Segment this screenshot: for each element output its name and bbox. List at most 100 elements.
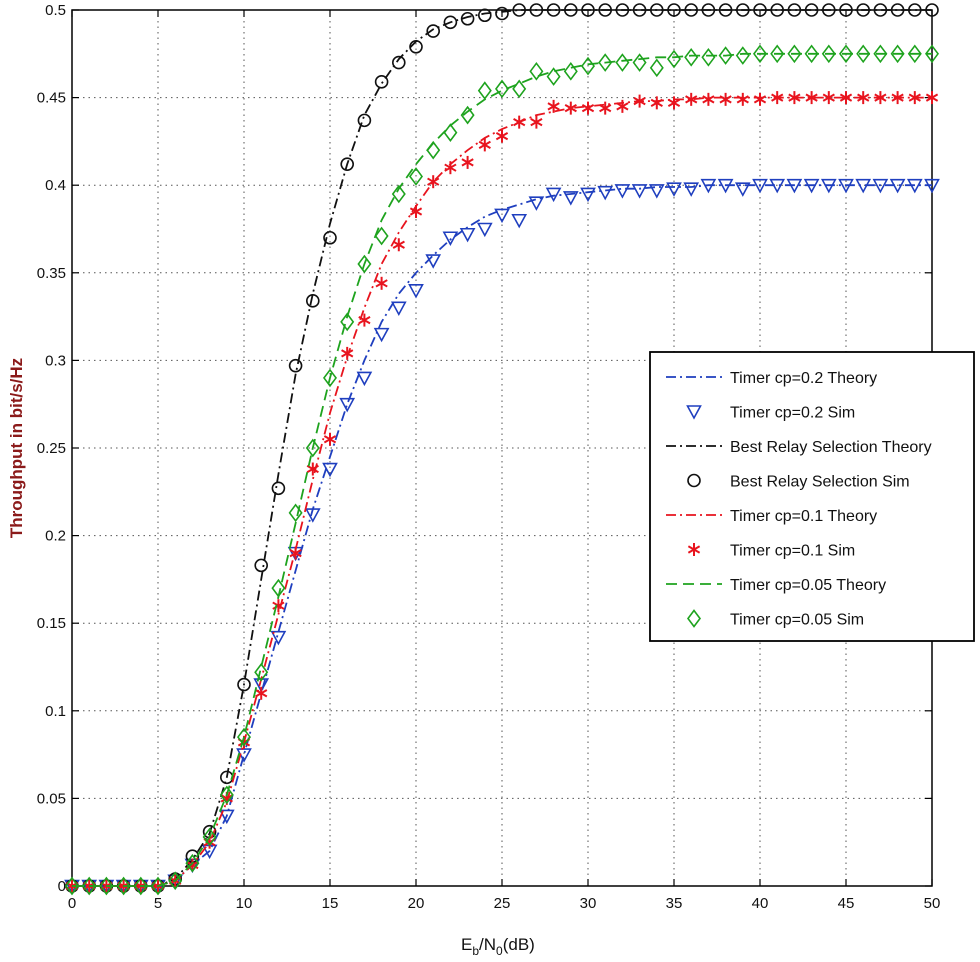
- legend-label: Best Relay Selection Theory: [730, 439, 932, 456]
- data-point: [460, 11, 475, 26]
- data-point: [701, 47, 716, 67]
- data-point: [616, 99, 629, 113]
- data-point: [803, 178, 820, 194]
- data-point: [392, 238, 405, 252]
- x-tick-label: 0: [68, 895, 76, 912]
- data-point: [271, 578, 286, 598]
- data-point: [339, 397, 356, 413]
- data-point: [873, 3, 888, 17]
- series-6: [72, 52, 932, 887]
- data-point: [632, 53, 647, 72]
- data-point: [288, 503, 303, 523]
- data-point: [838, 178, 854, 194]
- data-point: [219, 785, 234, 805]
- data-point: [65, 876, 79, 896]
- data-point: [442, 231, 459, 246]
- x-tick-label: 45: [838, 895, 855, 912]
- data-point: [839, 91, 853, 105]
- data-point: [632, 3, 647, 17]
- x-label-n: /N: [479, 935, 496, 954]
- data-point: [787, 3, 802, 17]
- data-point: [650, 96, 663, 110]
- x-tick-label: 40: [752, 895, 769, 912]
- series-line: [72, 96, 932, 887]
- x-tick-label: 10: [236, 895, 253, 912]
- data-point: [924, 178, 940, 194]
- data-point: [202, 827, 217, 847]
- data-point: [908, 91, 921, 105]
- data-point: [685, 92, 698, 106]
- data-point: [409, 167, 423, 186]
- data-point: [770, 3, 785, 17]
- data-point: [684, 3, 699, 17]
- data-point: [614, 184, 631, 199]
- series-line: [72, 52, 932, 887]
- data-point: [752, 178, 768, 194]
- data-point: [255, 686, 268, 700]
- data-point: [495, 79, 509, 99]
- data-point: [667, 3, 681, 17]
- legend-label: Timer cp=0.2 Theory: [730, 370, 877, 387]
- data-point: [857, 91, 870, 105]
- data-point: [736, 92, 749, 106]
- y-tick-label: 0.2: [45, 528, 66, 545]
- data-point: [891, 91, 904, 105]
- data-point: [564, 101, 577, 115]
- y-tick-label: 0.1: [45, 703, 66, 720]
- data-point: [804, 3, 819, 17]
- data-point: [529, 3, 544, 17]
- data-point: [717, 178, 734, 194]
- data-point: [598, 3, 613, 17]
- legend-label: Timer cp=0.05 Theory: [730, 577, 886, 594]
- data-point: [907, 3, 922, 17]
- data-point: [168, 871, 183, 891]
- x-tick-label: 20: [408, 895, 425, 912]
- legend-swatch: [687, 609, 701, 628]
- data-point: [373, 327, 390, 343]
- x-tick-label: 35: [666, 895, 683, 912]
- data-point: [872, 178, 889, 194]
- data-point: [925, 44, 939, 64]
- data-point: [391, 184, 406, 204]
- data-point: [358, 313, 371, 327]
- data-point: [925, 3, 939, 17]
- data-point: [890, 3, 905, 17]
- data-point: [649, 3, 664, 17]
- data-point: [391, 55, 406, 70]
- data-point: [512, 3, 527, 17]
- data-point: [495, 129, 509, 143]
- y-tick-label: 0.5: [45, 2, 66, 19]
- data-point: [581, 101, 595, 115]
- data-point: [580, 187, 596, 203]
- data-point: [288, 358, 303, 373]
- data-point: [289, 546, 302, 560]
- data-point: [322, 462, 338, 478]
- y-tick-label: 0.4: [45, 177, 66, 194]
- y-tick-label: 0: [58, 878, 66, 895]
- data-point: [822, 91, 835, 105]
- data-point: [530, 115, 543, 129]
- data-point: [425, 254, 442, 269]
- data-point: [700, 178, 717, 194]
- data-point: [581, 3, 595, 17]
- data-point: [907, 44, 922, 64]
- data-point: [305, 294, 320, 308]
- y-tick-label: 0.45: [37, 90, 66, 107]
- grid-lines: [72, 10, 932, 886]
- data-point: [856, 44, 871, 64]
- legend-box: [649, 351, 975, 642]
- data-point: [237, 727, 251, 747]
- data-point: [495, 6, 509, 21]
- x-tick-label: 5: [154, 895, 162, 912]
- data-point: [735, 46, 750, 65]
- data-point: [237, 677, 251, 692]
- data-point: [511, 213, 528, 229]
- data-point: [633, 94, 646, 108]
- data-point: [753, 44, 767, 64]
- data-point: [512, 79, 527, 99]
- data-point: [719, 92, 732, 106]
- data-point: [375, 276, 388, 290]
- data-point: [270, 630, 287, 646]
- data-point: [476, 222, 493, 238]
- data-point: [426, 140, 441, 160]
